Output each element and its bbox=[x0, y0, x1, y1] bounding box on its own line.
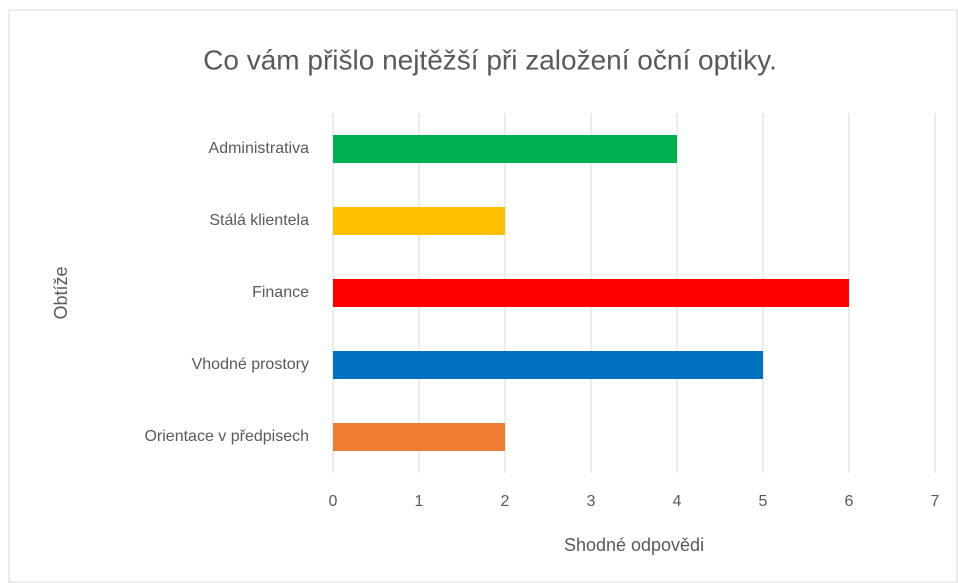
x-tick-label: 3 bbox=[587, 493, 596, 510]
chart-title: Co vám přišlo nejtěžší při založení oční… bbox=[203, 44, 777, 75]
bar bbox=[333, 351, 763, 379]
bar bbox=[333, 279, 849, 307]
y-tick-label: Finance bbox=[252, 284, 309, 301]
x-tick-label: 2 bbox=[501, 493, 510, 510]
y-tick-label: Administrativa bbox=[209, 140, 310, 157]
x-tick-label: 0 bbox=[329, 493, 338, 510]
x-tick-label: 6 bbox=[845, 493, 854, 510]
x-tick-label: 1 bbox=[415, 493, 424, 510]
bar bbox=[333, 135, 677, 163]
x-axis-title: Shodné odpovědi bbox=[564, 535, 704, 555]
x-tick-label: 5 bbox=[759, 493, 768, 510]
bar bbox=[333, 423, 505, 451]
y-tick-label: Stálá klientela bbox=[209, 212, 309, 229]
y-tick-label: Orientace v předpisech bbox=[144, 428, 309, 445]
x-tick-label: 7 bbox=[931, 493, 940, 510]
bar bbox=[333, 207, 505, 235]
y-tick-label: Vhodné prostory bbox=[192, 356, 309, 373]
x-tick-label: 4 bbox=[673, 493, 682, 510]
y-axis-title: Obtíže bbox=[51, 266, 71, 319]
